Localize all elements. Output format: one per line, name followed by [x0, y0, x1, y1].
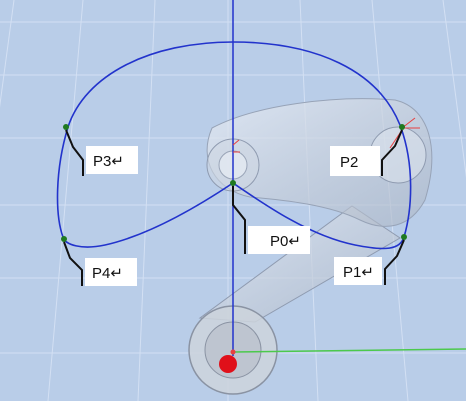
label-p2-text: P2: [340, 154, 358, 171]
waypoint-p1-dot: [401, 234, 407, 240]
label-p1: P1↵: [334, 257, 382, 285]
label-p2: P2: [330, 146, 380, 176]
label-p4-text: P4↵: [92, 265, 123, 282]
waypoint-p0-dot: [230, 180, 236, 186]
label-p1-text: P1↵: [343, 264, 374, 281]
label-p0-text: P0↵: [270, 233, 301, 250]
base-origin-marker: [219, 355, 237, 373]
label-p3-text: P3↵: [93, 153, 124, 170]
base-origin-point: [231, 350, 236, 355]
waypoint-p4-dot: [61, 236, 67, 242]
label-p0: P0↵: [248, 226, 310, 254]
label-p3: P3↵: [86, 146, 138, 174]
waypoint-p3-dot: [63, 124, 69, 130]
label-p4: P4↵: [85, 258, 137, 286]
waypoint-p2-dot: [399, 124, 405, 130]
